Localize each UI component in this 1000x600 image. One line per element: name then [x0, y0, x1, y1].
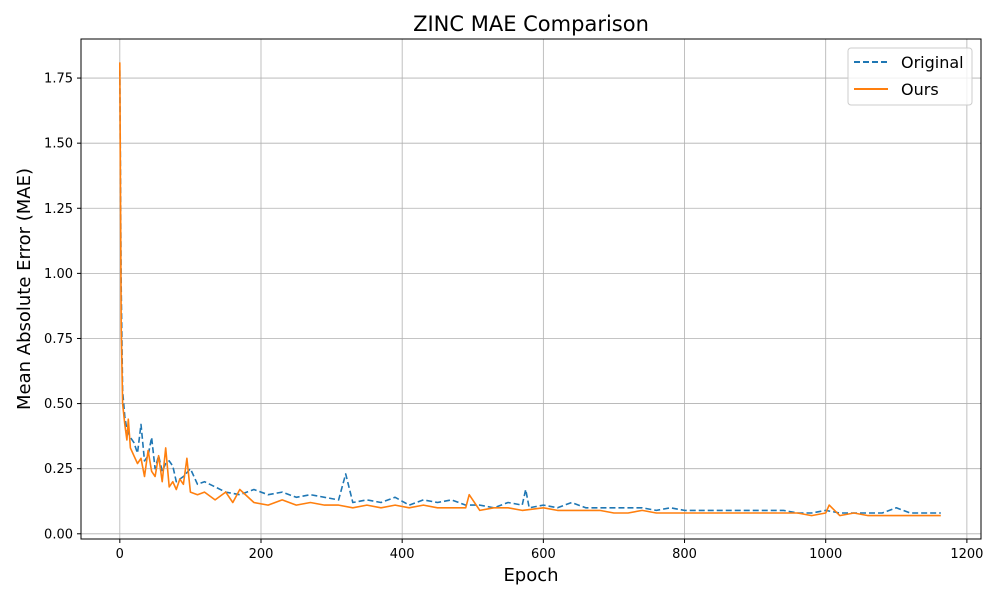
x-axis-ticks: 0 200 400 600 800 1000 1200: [116, 539, 983, 562]
grid: [81, 39, 981, 539]
y-tick-label: 1.75: [44, 72, 73, 87]
series-layer: [119, 62, 941, 517]
y-tick-label: 1.50: [44, 137, 73, 152]
x-tick-label: 400: [390, 547, 415, 562]
chart-title: ZINC MAE Comparison: [413, 12, 649, 36]
y-tick-label: 0.50: [44, 397, 73, 412]
x-tick-label: 200: [249, 547, 274, 562]
x-tick-label: 1200: [950, 547, 983, 562]
series-line-ours: [119, 62, 941, 517]
x-tick-label: 800: [672, 547, 697, 562]
x-axis-label: Epoch: [503, 565, 558, 586]
y-axis-ticks: 0.00 0.25 0.50 0.75 1.00 1.25 1.50 1.75: [44, 72, 81, 542]
legend-box: [847, 47, 973, 106]
legend-label-original: Original: [901, 53, 964, 72]
y-tick-label: 0.25: [44, 462, 73, 477]
y-tick-label: 1.00: [44, 267, 73, 282]
y-tick-label: 0.75: [44, 332, 73, 347]
legend: Original Ours: [847, 47, 973, 106]
y-axis-label: Mean Absolute Error (MAE): [14, 168, 35, 410]
x-tick-label: 600: [531, 547, 556, 562]
x-tick-label: 0: [116, 547, 124, 562]
legend-label-ours: Ours: [901, 80, 939, 99]
y-tick-label: 0.00: [44, 527, 73, 542]
plot-frame: [80, 38, 982, 540]
x-tick-label: 1000: [809, 547, 842, 562]
y-tick-label: 1.25: [44, 202, 73, 217]
